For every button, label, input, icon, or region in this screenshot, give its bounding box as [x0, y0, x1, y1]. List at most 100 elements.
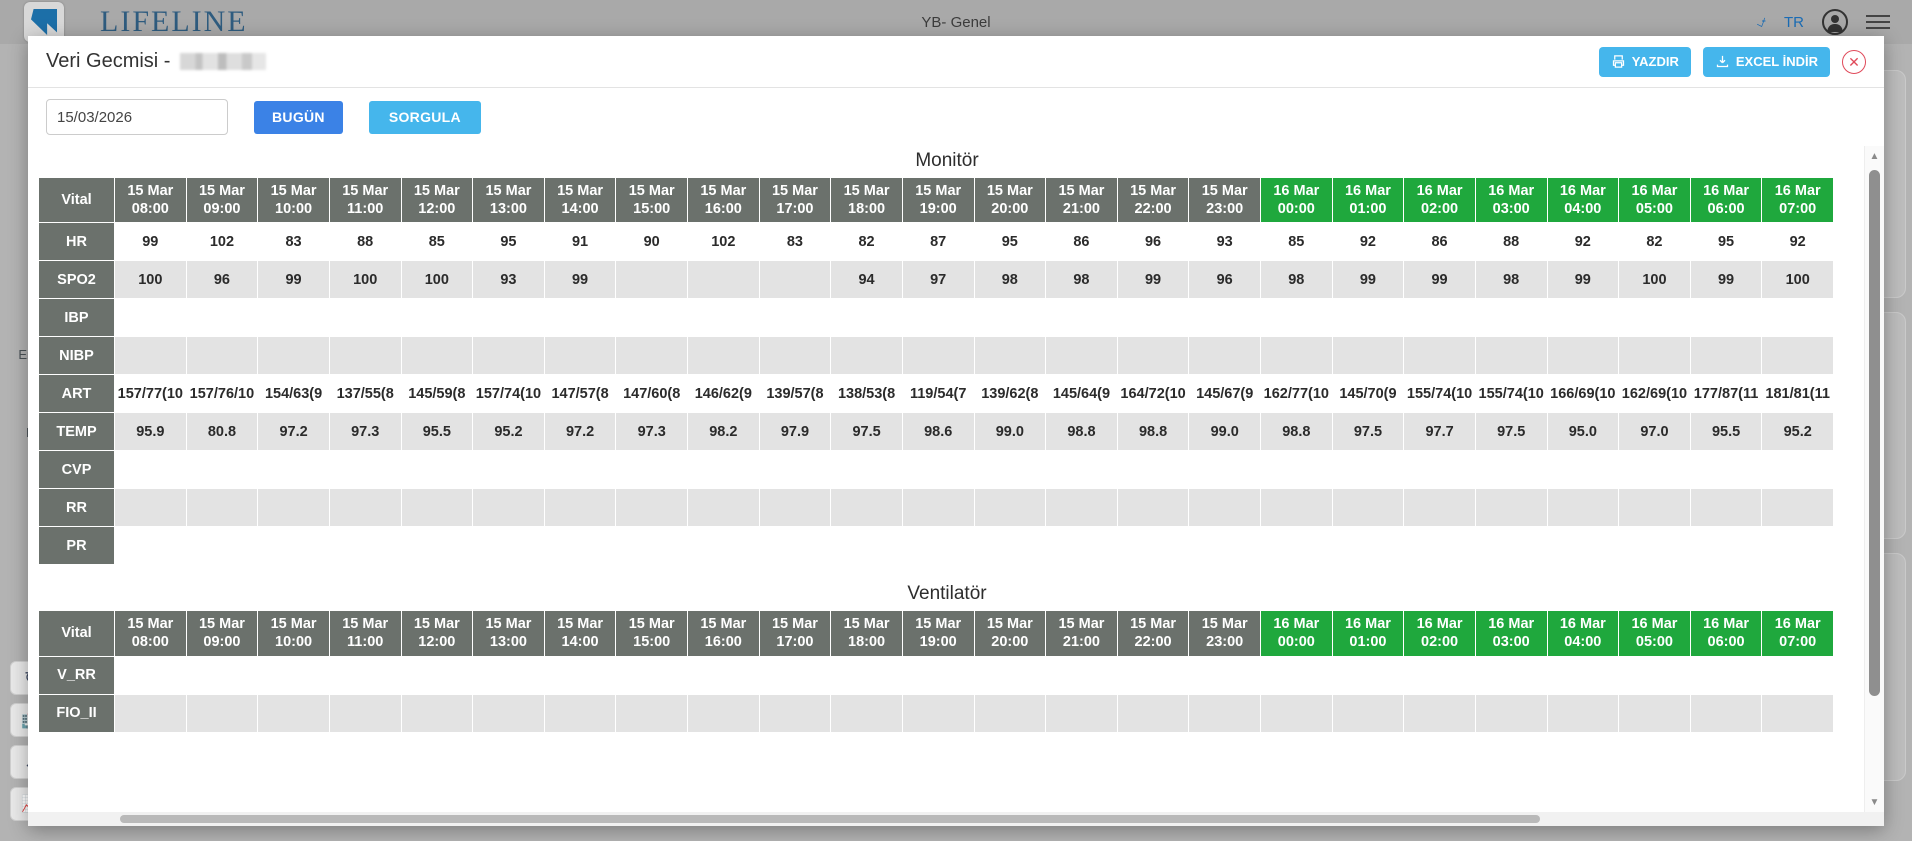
vital-cell: 100: [400, 260, 474, 300]
vital-cell: 85: [1260, 222, 1333, 262]
vital-cell: [328, 693, 402, 733]
vital-cell: 98.8: [1116, 412, 1190, 452]
vital-cell: [543, 298, 617, 338]
vital-cell: 96: [1116, 222, 1190, 262]
vital-cell: [472, 526, 545, 566]
vital-cell: [973, 336, 1047, 376]
excel-download-button[interactable]: EXCEL İNDİR: [1702, 46, 1830, 77]
vital-cell: [1689, 450, 1763, 490]
vital-cell: [1260, 488, 1333, 528]
vital-cell: [400, 450, 474, 490]
vital-cell: 100: [114, 260, 187, 300]
vital-cell: [1403, 336, 1476, 376]
vital-cell: 97.2: [257, 412, 330, 452]
language-label[interactable]: TR: [1784, 13, 1804, 31]
modal-header: Veri Gecmisi - YAZDIR EXCEL İNDİR ✕: [28, 36, 1884, 88]
vital-cell: 96: [1188, 260, 1261, 300]
vital-cell: 139/62(8: [973, 374, 1047, 414]
vital-cell: [1188, 526, 1261, 566]
vital-cell: [1761, 450, 1834, 490]
today-button[interactable]: BUGÜN: [254, 100, 343, 134]
print-button[interactable]: YAZDIR: [1598, 46, 1691, 77]
account-circle-icon[interactable]: [1822, 9, 1848, 35]
vital-cell: [1618, 298, 1691, 338]
vital-cell: [901, 450, 975, 490]
vital-cell: [1188, 450, 1261, 490]
vital-cell: [1474, 450, 1548, 490]
vital-cell: 99.0: [1188, 412, 1261, 452]
date-input[interactable]: [46, 99, 228, 135]
vital-cell: 99: [1689, 260, 1763, 300]
vital-cell: [901, 298, 975, 338]
vital-cell: [1045, 488, 1118, 528]
time-column-header: 16 Mar 07:00: [1761, 610, 1834, 657]
vital-cell: [687, 693, 760, 733]
vertical-scrollbar[interactable]: ▲ ▼: [1864, 146, 1884, 812]
modal-title: Veri Gecmisi -: [46, 50, 267, 73]
vital-cell: 93: [1188, 222, 1261, 262]
vital-cell: [1618, 450, 1691, 490]
vital-cell: [114, 298, 187, 338]
vital-cell: [185, 526, 259, 566]
query-button[interactable]: SORGULA: [368, 100, 481, 134]
vital-cell: [1045, 336, 1118, 376]
vital-cell: [830, 526, 903, 566]
vital-cell: [1331, 526, 1405, 566]
vital-cell: 100: [1761, 260, 1834, 300]
vital-cell: [185, 488, 259, 528]
hamburger-menu-icon[interactable]: [1866, 15, 1890, 29]
vital-cell: [1618, 655, 1691, 695]
vital-cell: [1188, 298, 1261, 338]
vital-cell: [543, 655, 617, 695]
tables-scroll-area[interactable]: Monitör Vital 15 Mar 08:00 15 Mar 09:00 15 Mar…: [28, 146, 1864, 812]
vital-cell: 95.2: [472, 412, 545, 452]
time-column-header: 15 Mar 15:00: [615, 610, 688, 657]
vital-cell: [1474, 693, 1548, 733]
scrollbar-thumb[interactable]: [1869, 170, 1880, 696]
vital-cell: [687, 655, 760, 695]
vital-cell: [257, 655, 330, 695]
vital-cell: [615, 655, 688, 695]
time-column-header: 15 Mar 23:00: [1188, 610, 1261, 657]
vital-cell: 99: [114, 222, 187, 262]
vital-cell: [687, 260, 760, 300]
time-column-header: 15 Mar 11:00: [328, 176, 402, 224]
lifeline-logo-icon[interactable]: [24, 2, 64, 42]
vital-cell: 97.0: [1618, 412, 1691, 452]
vital-cell: [687, 450, 760, 490]
vital-row-label: FIO_II: [38, 693, 115, 733]
vital-cell: 80.8: [185, 412, 259, 452]
vital-cell: [615, 298, 688, 338]
table-row: FIO_II: [38, 693, 1834, 733]
scroll-down-arrow-icon[interactable]: ▼: [1869, 796, 1880, 808]
vital-cell: [114, 693, 187, 733]
vital-cell: 87: [901, 222, 975, 262]
vital-row-label: NIBP: [38, 336, 115, 376]
vital-cell: [1689, 488, 1763, 528]
time-column-header: 16 Mar 06:00: [1689, 176, 1763, 224]
horizontal-scrollbar[interactable]: [28, 812, 1884, 826]
vital-cell: [615, 260, 688, 300]
close-circle-icon[interactable]: ✕: [1842, 49, 1866, 74]
hscrollbar-thumb[interactable]: [120, 815, 1540, 823]
vital-cell: 95.5: [1689, 412, 1763, 452]
app-topbar: LIFELINE YB- Genel ⍻ TR: [0, 0, 1912, 44]
time-column-header: 15 Mar 12:00: [400, 610, 474, 657]
vital-cell: 88: [1474, 222, 1548, 262]
vital-cell: [1260, 655, 1333, 695]
time-column-header: 15 Mar 11:00: [328, 610, 402, 657]
scroll-up-arrow-icon[interactable]: ▲: [1869, 150, 1880, 162]
vital-cell: [615, 450, 688, 490]
vital-cell: [758, 260, 832, 300]
time-column-header: 16 Mar 02:00: [1403, 176, 1476, 224]
translate-icon[interactable]: ⍻: [1756, 12, 1766, 31]
modal-title-text: Veri Gecmisi -: [46, 50, 171, 72]
vital-row-label: HR: [38, 222, 115, 262]
time-column-header: 15 Mar 17:00: [758, 610, 832, 657]
vital-cell: [1761, 298, 1834, 338]
vital-cell: [758, 693, 832, 733]
time-column-header: 16 Mar 03:00: [1474, 176, 1548, 224]
vital-cell: [400, 298, 474, 338]
vital-cell: 145/70(9: [1331, 374, 1405, 414]
time-column-header: 15 Mar 15:00: [615, 176, 688, 224]
